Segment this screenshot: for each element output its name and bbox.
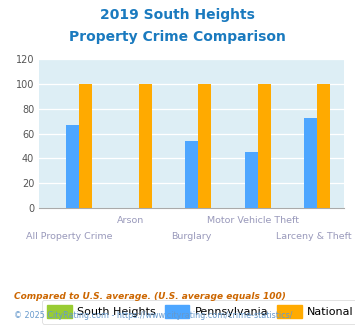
Text: All Property Crime: All Property Crime (26, 232, 113, 241)
Bar (304, 117, 317, 208)
Bar (245, 152, 258, 208)
Text: © 2025 CityRating.com - https://www.cityrating.com/crime-statistics/: © 2025 CityRating.com - https://www.city… (14, 311, 293, 320)
Text: Burglary: Burglary (171, 232, 212, 241)
Text: Compared to U.S. average. (U.S. average equals 100): Compared to U.S. average. (U.S. average … (14, 292, 286, 301)
Bar (185, 141, 198, 208)
Bar (317, 84, 331, 208)
Bar (139, 84, 152, 208)
Bar (198, 84, 211, 208)
Bar (79, 84, 92, 208)
Bar (258, 84, 271, 208)
Bar (66, 125, 79, 208)
Text: Property Crime Comparison: Property Crime Comparison (69, 30, 286, 44)
Text: 2019 South Heights: 2019 South Heights (100, 8, 255, 22)
Text: Arson: Arson (117, 216, 144, 225)
Text: Motor Vehicle Theft: Motor Vehicle Theft (207, 216, 299, 225)
Text: Larceny & Theft: Larceny & Theft (276, 232, 352, 241)
Legend: South Heights, Pennsylvania, National: South Heights, Pennsylvania, National (42, 300, 355, 323)
